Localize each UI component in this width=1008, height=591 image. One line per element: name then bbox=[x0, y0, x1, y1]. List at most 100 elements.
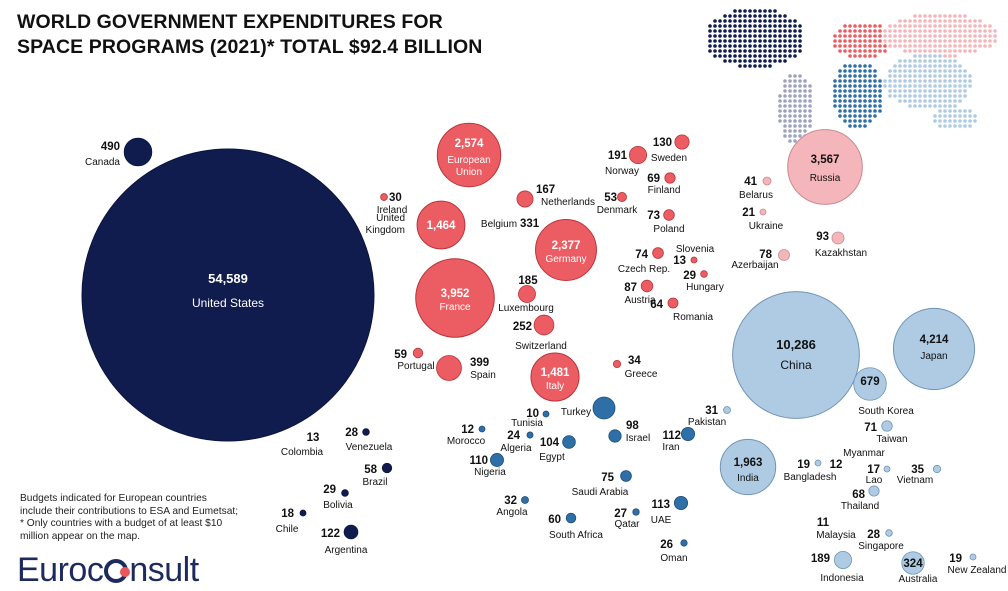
map-dot-577 bbox=[848, 89, 852, 93]
map-dot-37 bbox=[733, 19, 737, 23]
map-dot-787 bbox=[793, 139, 797, 143]
map-dot-538 bbox=[803, 84, 807, 88]
map-dot-53 bbox=[913, 19, 917, 23]
map-dot-769 bbox=[938, 124, 942, 128]
map-dot-33 bbox=[713, 19, 717, 23]
map-dot-322 bbox=[713, 49, 717, 53]
map-dot-318 bbox=[978, 44, 982, 48]
map-dot-659 bbox=[943, 99, 947, 103]
map-dot-677 bbox=[868, 104, 872, 108]
map-dot-437 bbox=[903, 64, 907, 68]
map-dot-509 bbox=[848, 79, 852, 83]
map-dot-338 bbox=[793, 49, 797, 53]
map-dot-585 bbox=[893, 89, 897, 93]
map-dot-127 bbox=[768, 29, 772, 33]
map-dot-9 bbox=[723, 14, 727, 18]
map-dot-399 bbox=[733, 59, 737, 63]
bubble-lao bbox=[883, 465, 891, 473]
map-dot-100 bbox=[918, 24, 922, 28]
bubble-uae bbox=[673, 495, 689, 511]
name-label-japan: Japan bbox=[920, 351, 947, 362]
map-dot-88 bbox=[853, 24, 857, 28]
map-dot-321 bbox=[708, 49, 712, 53]
map-dot-135 bbox=[843, 29, 847, 33]
map-dot-546 bbox=[863, 84, 867, 88]
bubble-denmark bbox=[617, 192, 627, 202]
map-dot-122 bbox=[743, 29, 747, 33]
value-label-netherlands: 167 bbox=[536, 184, 555, 196]
map-dot-594 bbox=[938, 89, 942, 93]
map-dot-566 bbox=[963, 84, 967, 88]
value-label-south-korea: 679 bbox=[860, 376, 879, 388]
map-dot-51 bbox=[903, 19, 907, 23]
map-dot-554 bbox=[903, 84, 907, 88]
map-dot-488 bbox=[908, 74, 912, 78]
map-dot-654 bbox=[918, 99, 922, 103]
map-dot-477 bbox=[843, 74, 847, 78]
map-dot-56 bbox=[928, 19, 932, 23]
bubble-chile bbox=[299, 509, 307, 517]
map-dot-433 bbox=[863, 64, 867, 68]
bubble-saudi-arabia bbox=[620, 470, 632, 482]
map-dot-268 bbox=[988, 39, 992, 43]
value-label-chile: 18 bbox=[281, 508, 294, 520]
map-dot-692 bbox=[788, 109, 792, 113]
value-label-argentina: 122 bbox=[321, 528, 340, 540]
bubble-germany bbox=[535, 219, 597, 281]
map-dot-722 bbox=[848, 114, 852, 118]
map-dot-93 bbox=[878, 24, 882, 28]
map-dot-761 bbox=[793, 124, 797, 128]
map-dot-519 bbox=[898, 79, 902, 83]
map-dot-313 bbox=[953, 44, 957, 48]
map-dot-535 bbox=[788, 84, 792, 88]
map-dot-527 bbox=[938, 79, 942, 83]
name-label-morocco: Morocco bbox=[447, 436, 486, 447]
map-dot-108 bbox=[958, 24, 962, 28]
map-dot-150 bbox=[918, 29, 922, 33]
name-label-new-zealand: New Zealand bbox=[948, 565, 1007, 576]
map-dot-396 bbox=[953, 54, 957, 58]
map-dot-630 bbox=[953, 94, 957, 98]
map-dot-368 bbox=[728, 54, 732, 58]
value-label-pakistan: 31 bbox=[705, 405, 718, 417]
map-dot-210 bbox=[958, 34, 962, 38]
name-label-ireland: Ireland bbox=[377, 205, 408, 216]
map-dot-6 bbox=[763, 9, 767, 13]
map-dot-366 bbox=[718, 54, 722, 58]
map-dot-15 bbox=[753, 14, 757, 18]
name-label-egypt: Egypt bbox=[539, 452, 565, 463]
map-dot-94 bbox=[888, 24, 892, 28]
map-dot-249 bbox=[893, 39, 897, 43]
map-dot-193 bbox=[873, 34, 877, 38]
value-label-saudi-arabia: 75 bbox=[601, 472, 614, 484]
map-dot-548 bbox=[873, 84, 877, 88]
map-dot-524 bbox=[923, 79, 927, 83]
map-dot-237 bbox=[833, 39, 837, 43]
map-dot-77 bbox=[758, 24, 762, 28]
map-dot-126 bbox=[763, 29, 767, 33]
value-label-israel: 98 bbox=[626, 420, 639, 432]
map-dot-781 bbox=[783, 134, 787, 138]
map-dot-691 bbox=[783, 109, 787, 113]
map-dot-363 bbox=[968, 49, 972, 53]
map-dot-131 bbox=[788, 29, 792, 33]
value-label-qatar: 27 bbox=[614, 508, 627, 520]
map-dot-494 bbox=[938, 74, 942, 78]
name-label-venezuela: Venezuela bbox=[346, 442, 393, 453]
map-dot-587 bbox=[903, 89, 907, 93]
map-dot-60 bbox=[948, 19, 952, 23]
map-dot-303 bbox=[903, 44, 907, 48]
map-dot-218 bbox=[708, 39, 712, 43]
map-dot-113 bbox=[983, 24, 987, 28]
map-dot-552 bbox=[893, 84, 897, 88]
map-dot-704 bbox=[873, 109, 877, 113]
map-dot-716 bbox=[793, 114, 797, 118]
map-dot-767 bbox=[858, 124, 862, 128]
bubble-bolivia bbox=[341, 489, 349, 497]
map-dot-642 bbox=[843, 99, 847, 103]
map-dot-330 bbox=[753, 49, 757, 53]
map-dot-68 bbox=[713, 24, 717, 28]
map-dot-666 bbox=[793, 104, 797, 108]
map-dot-352 bbox=[913, 49, 917, 53]
map-dot-600 bbox=[778, 94, 782, 98]
